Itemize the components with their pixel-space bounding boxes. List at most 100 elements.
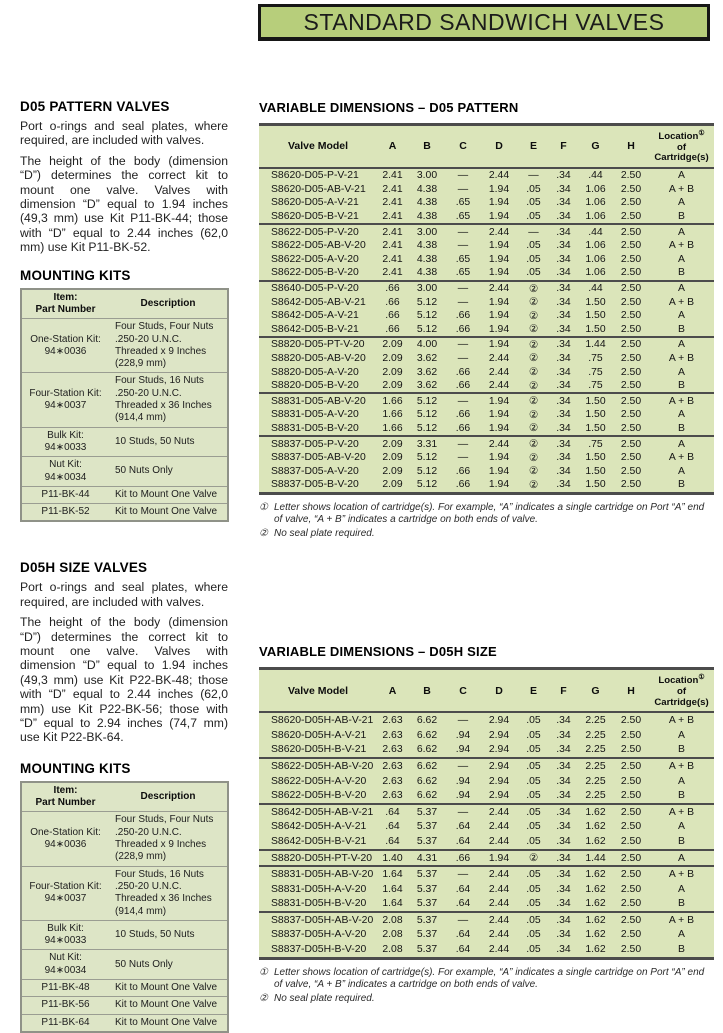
dimension-value-cell: 2.50 xyxy=(620,183,642,195)
table-row: S8837-D05-AB-V-20 2.09 5.12 — 1.94 ② .34 1.50 2.… xyxy=(259,451,714,465)
dimension-value-cell: 1.62 xyxy=(578,802,613,820)
dimension-value-cell: 2.25 xyxy=(585,775,606,787)
footnote-1-text: Letter shows location of cartridge(s). F… xyxy=(274,501,705,526)
dimension-value-cell: 2.50 xyxy=(620,267,642,279)
cartridge-location-cell: A xyxy=(678,366,685,378)
kit-part-number: Four-Station Kit: 94∗0037 xyxy=(21,372,109,428)
table-row: S8831-D05-AB-V-20 1.66 5.12—1.94 ② .34 1.50 2.… xyxy=(259,392,714,409)
kit-part-number: One-Station Kit: 94∗0036 xyxy=(21,318,109,373)
dimension-value-cell: .66 xyxy=(455,380,471,392)
dimension-value-cell: 1.94 xyxy=(488,183,510,195)
valve-model-cell: S8837-D05-AB-V-20 xyxy=(271,452,366,464)
dimension-value-cell: .34 xyxy=(549,865,578,882)
cartridge-location-cell: A xyxy=(678,409,685,421)
dimension-value-cell: ② xyxy=(518,435,549,451)
kit-description: Kit to Mount One Valve xyxy=(109,1013,228,1032)
dimension-value-cell: .64 xyxy=(455,929,471,941)
dimension-value-cell: 4.31 xyxy=(408,848,446,867)
dimension-value-cell: 2.41 xyxy=(382,170,403,182)
dimension-value-cell: 2.50 xyxy=(613,848,649,867)
dimension-value-cell: 1.50 xyxy=(585,479,606,491)
cartridge-location-cell: B xyxy=(678,790,685,802)
kit-description: Kit to Mount One Valve xyxy=(109,485,228,504)
cartridge-location-cell: A xyxy=(678,310,685,322)
kit-description: Four Studs, Four Nuts .250-20 U.N.C. Thr… xyxy=(109,811,228,867)
dimension-value-cell: .66 xyxy=(385,323,400,335)
cartridge-location-cell: A + B xyxy=(668,715,695,727)
dimension-value-cell: 2.94 xyxy=(488,744,510,756)
cartridge-location-cell: A xyxy=(678,775,685,787)
dimension-value-cell: .66 xyxy=(455,422,471,434)
table-row: S8820-D05-AB-V-20 2.09 3.62 — 2.44 ② .34 .75 2.5… xyxy=(259,352,714,366)
valve-model-cell: S8642-D05H-B-V-21 xyxy=(271,835,367,847)
table-row: S8837-D05H-B-V-20 2.08 5.37 .64 2.44 .05 .34 1.… xyxy=(259,942,714,958)
dimension-value-cell: .34 xyxy=(549,336,578,352)
dimension-value-cell: 5.12 xyxy=(416,422,438,434)
dimension-value-cell: .05 xyxy=(526,267,541,279)
dimension-value-cell: 2.50 xyxy=(620,729,642,741)
dimension-value-cell: .66 xyxy=(455,479,471,491)
dimension-value-cell: 1.62 xyxy=(585,883,606,895)
dimension-value-cell: .05 xyxy=(526,944,541,956)
dimension-value-cell: 2.44 xyxy=(480,435,518,451)
cartridge-location-cell: B xyxy=(678,479,685,491)
dimension-value-cell: 2.50 xyxy=(613,223,649,239)
dimension-value-cell: 2.25 xyxy=(585,790,606,802)
dimension-value-cell: 2.50 xyxy=(620,790,642,802)
kit-description: Kit to Mount One Valve xyxy=(109,996,228,1015)
dimension-value-cell: 2.41 xyxy=(382,253,403,265)
table-row: S8642-D05-A-V-21 .66 5.12 .66 1.94 ② .34 1.50 2.… xyxy=(259,309,714,323)
dimension-value-cell: — xyxy=(457,296,469,308)
kit-part-number: P11-BK-44 xyxy=(21,485,109,504)
table-header-row: Valve Model A B C D E F G H Location① of Cartridge(… xyxy=(259,668,714,714)
dimension-value-cell: 1.94 xyxy=(488,479,510,491)
dimension-value-cell: .64 xyxy=(455,898,471,910)
kit-row: P11-BK-48 Kit to Mount One Valve xyxy=(21,979,228,997)
dimension-value-cell: .05 xyxy=(526,253,541,265)
valve-model-cell: S8831-D05-AB-V-20 xyxy=(259,392,377,409)
dimension-value-cell: 1.62 xyxy=(585,835,606,847)
dimension-value-cell: 2.63 xyxy=(382,715,403,727)
table-row: S8620-D05-B-V-21 2.41 4.38 .65 1.94 .05 .34 1.0… xyxy=(259,210,714,225)
dimension-value-cell: 2.63 xyxy=(382,790,403,802)
kit-row: Bulk Kit: 94∗0033 10 Studs, 50 Nuts xyxy=(21,426,228,457)
cartridge-location-cell: A + B xyxy=(649,392,714,409)
cartridge-location-cell: B xyxy=(678,211,685,223)
right-column: VARIABLE DIMENSIONS – D05 PATTERN Valve … xyxy=(259,100,714,1007)
valve-model-cell: S8640-D05-P-V-20 xyxy=(259,279,377,296)
dimension-value-cell: 6.62 xyxy=(416,715,438,727)
table-row: S8622-D05H-AB-V-20 2.63 6.62—2.94.05.34 2.2… xyxy=(259,757,714,774)
col-h: H xyxy=(613,668,649,714)
dimension-value-cell: .94 xyxy=(455,744,471,756)
dimension-value-cell: .44 xyxy=(578,279,613,296)
dimension-value-cell: .34 xyxy=(556,790,571,802)
kit-row: One-Station Kit: 94∗0036 Four Studs, Four … xyxy=(21,811,228,867)
table-row: S8642-D05-B-V-21 .66 5.12 .66 1.94 ② .34 1.50 2.… xyxy=(259,323,714,338)
d05-pattern-valves-heading: D05 PATTERN VALVES xyxy=(20,99,170,114)
dimension-value-cell: 1.94 xyxy=(488,452,510,464)
dimension-value-cell: 2.09 xyxy=(382,366,403,378)
dimension-value-cell: 4.38 xyxy=(416,211,438,223)
kit-part-number: One-Station Kit: 94∗0036 xyxy=(21,811,109,867)
dimension-value-cell: 5.37 xyxy=(416,883,438,895)
dimension-value-cell: 2.44 xyxy=(480,865,518,882)
col-item-part-number: Item: Part Number xyxy=(35,291,96,315)
dimension-value-cell: 2.50 xyxy=(613,435,649,451)
dimension-value-cell: .44 xyxy=(588,170,603,182)
dimension-value-cell: 5.37 xyxy=(408,911,446,928)
dimension-value-cell: 1.66 xyxy=(377,392,408,409)
cartridge-location-cell: A xyxy=(678,929,685,941)
dimension-value-cell: 1.64 xyxy=(382,898,403,910)
valve-model-cell: S8620-D05-AB-V-21 xyxy=(271,183,366,195)
dimension-value-cell: 2.50 xyxy=(620,479,642,491)
dimension-value-cell: 2.50 xyxy=(620,352,642,364)
dimension-value-cell: — xyxy=(457,452,469,464)
footnotes-d05h: ① Letter shows location of cartridge(s).… xyxy=(259,967,714,1006)
dimension-value-cell: .64 xyxy=(455,944,471,956)
dimension-value-cell: .66 xyxy=(455,310,471,322)
dimension-value-cell: .05 xyxy=(526,929,541,941)
variable-dimensions-d05-heading: VARIABLE DIMENSIONS – D05 PATTERN xyxy=(259,100,519,115)
dimension-value-cell: — xyxy=(446,279,480,296)
dimension-value-cell: 2.41 xyxy=(382,183,403,195)
dimension-value-cell: 1.40 xyxy=(377,848,408,867)
